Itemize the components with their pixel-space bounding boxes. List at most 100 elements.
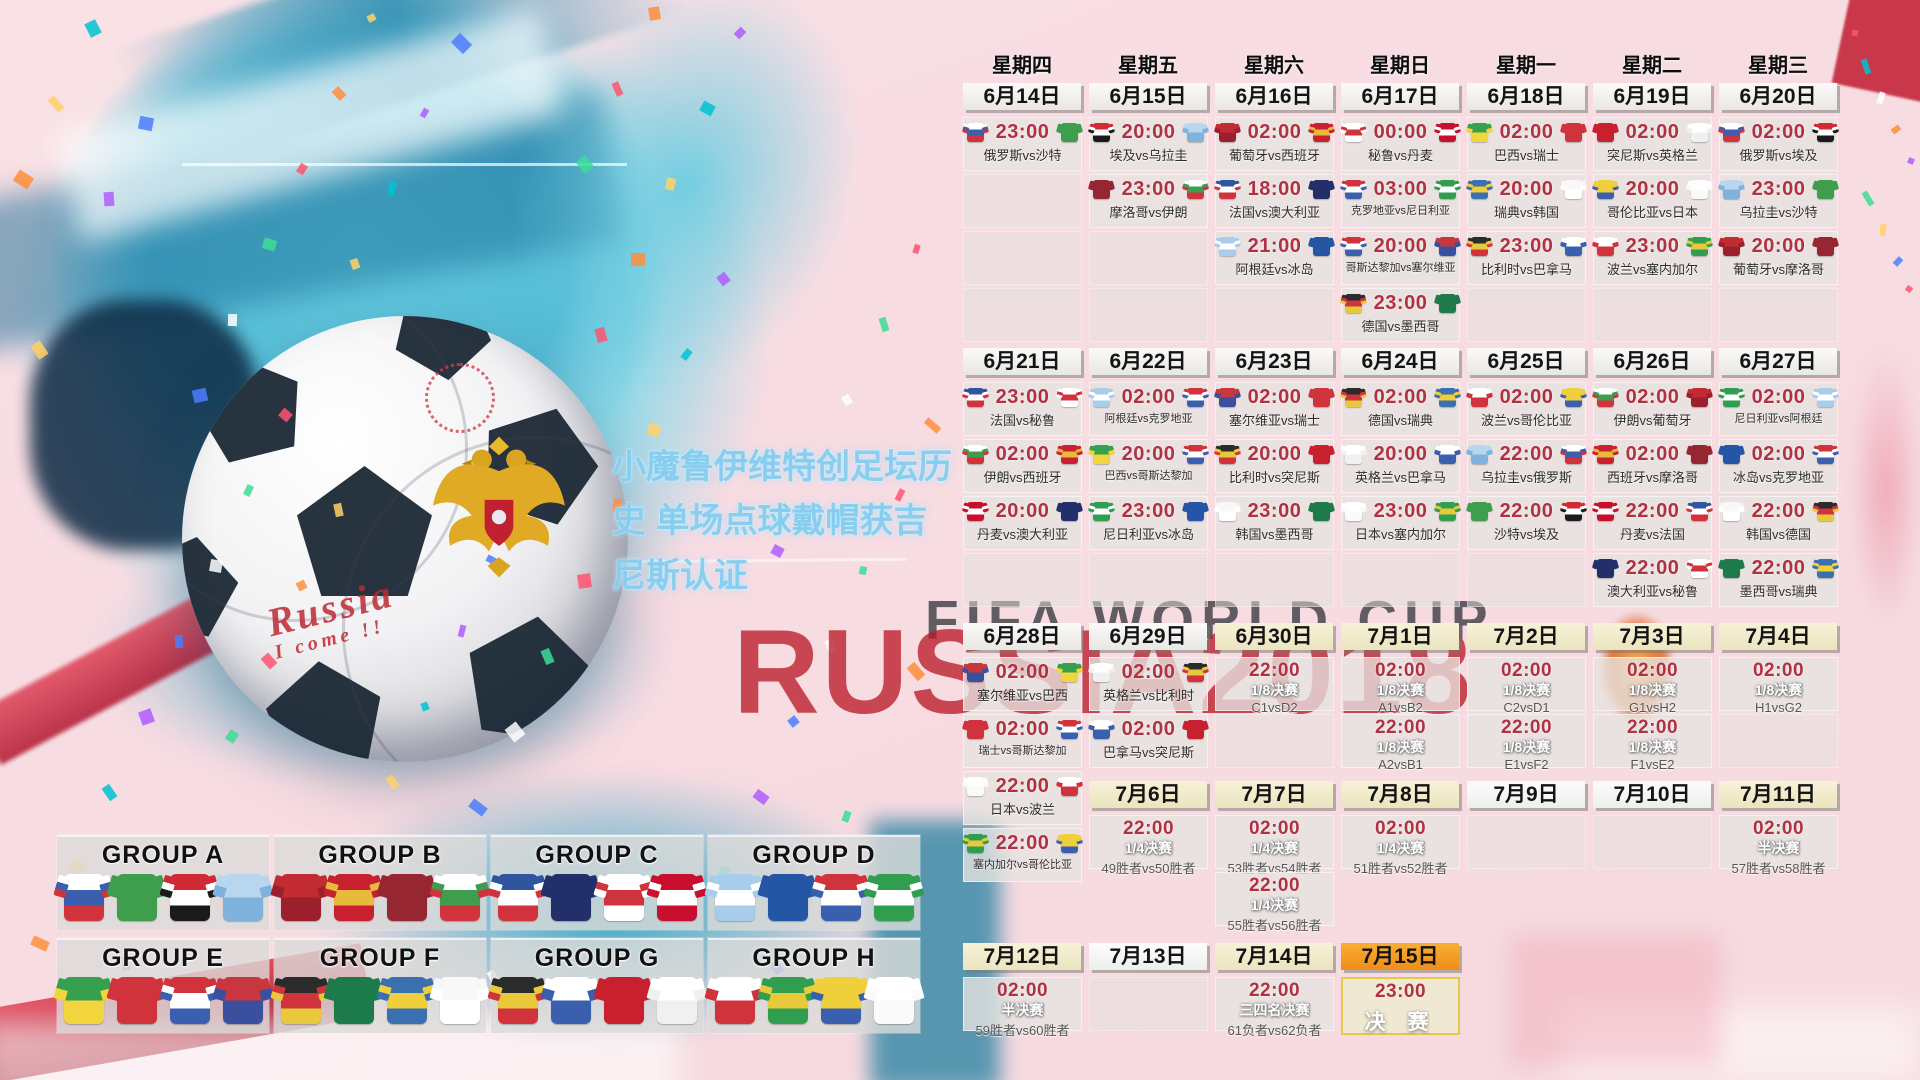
germany-jersey-icon — [280, 977, 321, 1024]
match-teams-label: 法国vs秘鲁 — [989, 413, 1055, 428]
stage-label: 1/4决赛 — [1250, 897, 1299, 913]
spain-jersey-icon — [1313, 123, 1330, 142]
participants-label: 49胜者vs50胜者 — [1101, 861, 1196, 876]
match-time: 20:00 — [1121, 443, 1176, 465]
date-header: 7月6日 — [1089, 781, 1207, 808]
schedule-column: 星期五 6月15日 20:00 埃及vs乌拉圭 23:00 摩洛哥vs伊朗 6月22日 02:… — [1089, 45, 1210, 1055]
panama-jersey-icon — [1439, 445, 1456, 464]
sweden-jersey-icon — [1439, 388, 1456, 407]
match-teams-label: 日本vs塞内加尔 — [1354, 527, 1446, 542]
korea-jersey-icon — [1219, 502, 1236, 521]
senegal-jersey-icon — [767, 977, 808, 1024]
match-teams-label: 韩国vs墨西哥 — [1235, 527, 1314, 542]
peru-jersey-icon — [1345, 123, 1362, 142]
date-header: 6月17日 — [1341, 83, 1459, 110]
costarica-jersey-icon — [1187, 445, 1204, 464]
senegal-jersey-icon — [1691, 237, 1708, 256]
match-teams-label: 乌拉圭vs沙特 — [1739, 205, 1818, 220]
confetti-piece — [386, 180, 398, 197]
date-header: 6月19日 — [1593, 83, 1711, 110]
match-teams-label: 秘鲁vs丹麦 — [1367, 148, 1433, 163]
match-cell: 02:00 波兰vs哥伦比亚 — [1467, 382, 1586, 436]
match-teams-label: 葡萄牙vs摩洛哥 — [1732, 262, 1824, 277]
match-time: 22:00 — [1122, 818, 1175, 839]
weekday-label: 星期二 — [1622, 55, 1682, 77]
poland-jersey-icon — [1471, 388, 1488, 407]
australia-jersey-icon — [1313, 180, 1330, 199]
participants-label: E1vsF2 — [1504, 757, 1549, 772]
group-title: GROUP E — [102, 944, 224, 972]
match-time: 00:00 — [1373, 121, 1428, 143]
empty-slot — [1467, 815, 1586, 869]
match-teams-label: 巴西vs瑞士 — [1493, 148, 1559, 163]
match-cell: 20:00 丹麦vs澳大利亚 — [963, 496, 1082, 550]
stage-label: 1/8决赛 — [1502, 682, 1551, 698]
match-cell: 20:00 葡萄牙vs摩洛哥 — [1719, 231, 1838, 285]
match-teams-label: 阿根廷vs冰岛 — [1235, 262, 1314, 277]
confetti-piece — [1904, 284, 1914, 294]
match-time: 02:00 — [1751, 443, 1806, 465]
match-time: 22:00 — [1374, 717, 1427, 738]
match-time: 20:00 — [995, 500, 1050, 522]
schedule: 星期四 6月14日 23:00 俄罗斯vs沙特 6月21日 23:00 法国vs秘鲁 02:0… — [963, 45, 1853, 1055]
confetti-piece — [1861, 190, 1875, 207]
iceland-jersey-icon — [767, 874, 808, 921]
confetti-piece — [878, 316, 890, 333]
match-time: 23:00 — [995, 121, 1050, 143]
participants-label: 59胜者vs60胜者 — [975, 1023, 1070, 1038]
empty-slot — [1215, 714, 1334, 768]
match-time: 22:00 — [1626, 717, 1679, 738]
confetti-piece — [30, 935, 50, 952]
brazil-jersey-icon — [63, 977, 104, 1024]
match-cell: 23:00 摩洛哥vs伊朗 — [1089, 174, 1208, 228]
match-teams-label: 突尼斯vs英格兰 — [1606, 148, 1698, 163]
match-teams-label: 沙特vs埃及 — [1493, 527, 1559, 542]
match-cell: 02:00 英格兰vs比利时 — [1089, 657, 1208, 711]
confetti-piece — [103, 191, 115, 207]
participants-label: 61负者vs62负者 — [1227, 1023, 1322, 1038]
confetti-piece — [137, 115, 155, 132]
group-box: GROUP E — [57, 938, 269, 1033]
match-cell: 02:00 瑞士vs哥斯达黎加 — [963, 714, 1082, 768]
date-header: 7月14日 — [1215, 943, 1333, 970]
confetti-piece — [648, 6, 661, 21]
match-cell: 02:00 西班牙vs摩洛哥 — [1593, 439, 1712, 493]
match-teams-label: 葡萄牙vs西班牙 — [1228, 148, 1320, 163]
match-teams-label: 法国vs澳大利亚 — [1228, 205, 1320, 220]
knockout-cell: 02:00 1/4决赛 53胜者vs54胜者 — [1215, 815, 1334, 876]
empty-slot — [1467, 553, 1586, 607]
match-time: 02:00 — [1499, 121, 1554, 143]
confetti-piece — [349, 257, 361, 271]
knockout-cell: 22:00 1/8决赛 C1vsD2 — [1215, 657, 1334, 715]
knockout-cell: 22:00 1/8决赛 A2vsB1 — [1341, 714, 1460, 772]
empty-slot — [1215, 553, 1334, 607]
confetti-piece — [278, 407, 293, 423]
confetti-piece — [12, 169, 35, 190]
sweden-jersey-icon — [1471, 180, 1488, 199]
watermark-line1: 小魔鲁伊维特创足坛历 — [612, 448, 952, 486]
denmark-jersey-icon — [967, 502, 984, 521]
match-cell: 02:00 突尼斯vs英格兰 — [1593, 117, 1712, 171]
match-time: 22:00 — [995, 832, 1050, 854]
match-time: 23:00 — [1625, 235, 1680, 257]
mexico-jersey-icon — [333, 977, 374, 1024]
knockout-cell: 02:00 1/8决赛 A1vsB2 — [1341, 657, 1460, 715]
mexico-jersey-icon — [1313, 502, 1330, 521]
weekday-label: 星期四 — [992, 55, 1052, 77]
morocco-jersey-icon — [386, 874, 427, 921]
date-header: 6月23日 — [1215, 348, 1333, 375]
match-time: 02:00 — [1247, 386, 1302, 408]
match-time: 02:00 — [1374, 818, 1427, 839]
knockout-cell: 22:00 1/8决赛 E1vsF2 — [1467, 714, 1586, 772]
confetti-piece — [770, 544, 785, 558]
panama-jersey-icon — [550, 977, 591, 1024]
england-jersey-icon — [1093, 663, 1110, 682]
nigeria-jersey-icon — [873, 874, 914, 921]
match-time: 02:00 — [995, 661, 1050, 683]
participants-label: 55胜者vs56胜者 — [1227, 918, 1322, 933]
match-cell: 02:00 葡萄牙vs西班牙 — [1215, 117, 1334, 171]
participants-label: A2vsB1 — [1378, 757, 1423, 772]
stage-label: 1/8决赛 — [1376, 739, 1425, 755]
spain-jersey-icon — [1597, 445, 1614, 464]
confetti-piece — [385, 774, 400, 790]
